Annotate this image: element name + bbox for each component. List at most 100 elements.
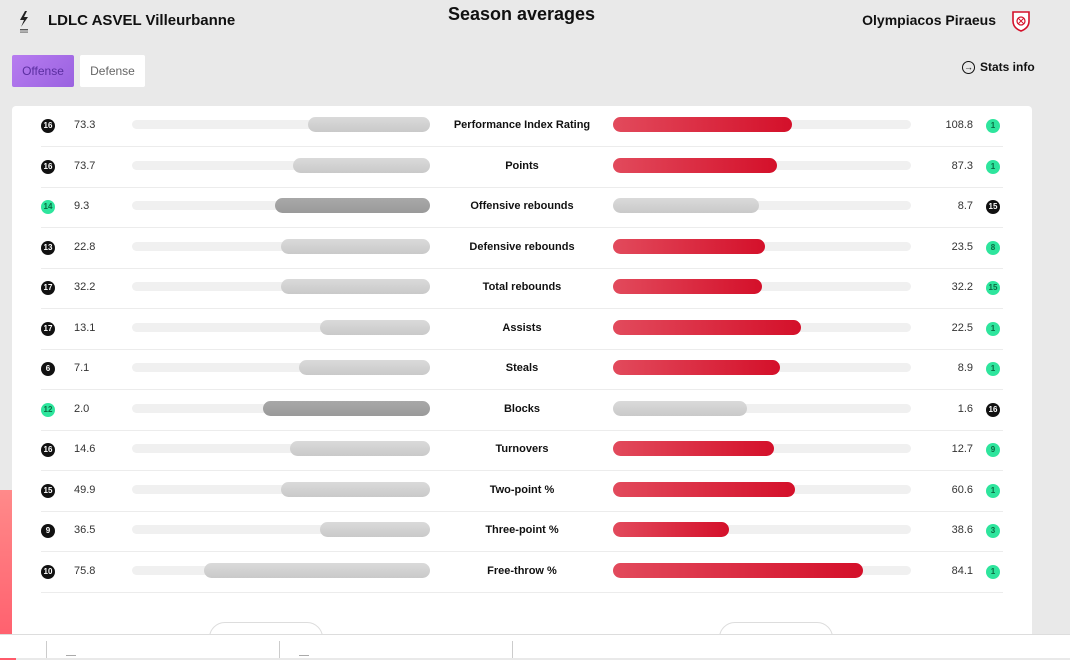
stat-label: Defensive rebounds	[469, 240, 575, 253]
stat-label: Blocks	[503, 402, 541, 415]
tab-defense[interactable]: Defense	[80, 55, 145, 87]
home-value: 9.3	[74, 200, 90, 212]
home-rank-badge: 16	[41, 159, 55, 174]
stat-label: Total rebounds	[482, 281, 562, 293]
home-bar-track	[132, 198, 430, 213]
away-bar-track	[613, 117, 911, 132]
away-bar	[613, 360, 780, 375]
page-title: Season averages	[447, 4, 596, 24]
home-rank-badge: 14	[41, 200, 55, 214]
away-value: 23.5	[951, 240, 973, 253]
home-rank-badge: 15	[41, 483, 55, 498]
away-bar-track	[613, 198, 911, 213]
home-rank-badge: 13	[41, 240, 55, 255]
home-bar	[319, 319, 430, 335]
away-rank-badge: 1	[986, 483, 1000, 498]
away-bar-track	[613, 400, 911, 416]
away-bar	[613, 238, 765, 254]
away-value: 108.8	[945, 119, 973, 131]
home-value: 7.1	[74, 362, 90, 374]
away-rank-badge: 1	[986, 362, 1000, 376]
stats-info-label: Stats info	[980, 60, 1035, 74]
away-bar	[613, 279, 762, 294]
home-bar	[263, 400, 430, 416]
away-rank-badge: 15	[986, 281, 1000, 295]
home-value: 2.0	[74, 402, 90, 415]
away-value: 60.6	[951, 483, 973, 496]
stat-label: Free-throw %	[487, 564, 557, 577]
home-rank-badge: 17	[41, 281, 55, 295]
away-rank-badge: 3	[986, 524, 1000, 538]
home-rank-badge: 16	[41, 443, 55, 457]
away-bar	[613, 198, 760, 213]
away-rank-badge: 1	[986, 119, 1000, 133]
stat-label: Two-point %	[489, 483, 555, 496]
stat-label: Turnovers	[495, 443, 549, 455]
stat-row: 17 32.2 Total rebounds 32.2 15	[41, 268, 1003, 309]
home-value: 36.5	[74, 524, 96, 536]
home-value: 75.8	[74, 564, 96, 577]
stat-label: Assists	[502, 321, 542, 334]
away-bar	[613, 319, 801, 335]
bottom-bar	[0, 634, 1070, 658]
away-rank-badge: 9	[986, 443, 1000, 457]
bottom-divider	[512, 641, 513, 658]
home-value: 22.8	[74, 240, 96, 253]
home-bar	[275, 198, 430, 213]
stat-label: Offensive rebounds	[470, 200, 574, 212]
stat-row: 12 2.0 Blocks 1.6 16	[41, 390, 1003, 431]
away-rank-badge: 8	[986, 240, 1000, 255]
document-icon	[66, 655, 76, 659]
away-value: 1.6	[957, 402, 973, 415]
away-bar	[613, 441, 774, 456]
home-rank-badge: 16	[41, 119, 55, 133]
home-bar	[298, 360, 430, 375]
away-bar-track	[613, 238, 911, 254]
arrow-right-circle-icon: →	[962, 60, 975, 74]
home-rank-badge: 17	[41, 321, 55, 336]
home-bar-track	[132, 238, 430, 254]
stat-row: 15 49.9 Two-point % 60.6 1	[41, 471, 1003, 512]
stat-row: 6 7.1 Steals 8.9 1	[41, 349, 1003, 390]
document-icon	[299, 655, 309, 659]
home-bar	[319, 522, 430, 537]
home-bar-track	[132, 562, 430, 578]
away-bar-track	[613, 441, 911, 456]
home-bar	[281, 238, 430, 254]
stats-info-link[interactable]: → Stats info	[962, 60, 1035, 74]
bottom-divider	[46, 641, 47, 658]
home-value: 13.1	[74, 321, 96, 334]
home-bar	[281, 279, 430, 294]
away-bar	[613, 522, 730, 537]
away-bar-track	[613, 319, 911, 335]
away-value: 8.9	[957, 362, 973, 374]
away-bar-track	[613, 157, 911, 173]
tab-offense[interactable]: Offense	[12, 55, 74, 87]
home-value: 32.2	[74, 281, 96, 293]
away-rank-badge: 1	[986, 159, 1000, 174]
home-value: 14.6	[74, 443, 96, 455]
away-bar	[613, 481, 795, 497]
stat-row: 9 36.5 Three-point % 38.6 3	[41, 511, 1003, 552]
stat-row: 13 22.8 Defensive rebounds 23.5 8	[41, 228, 1003, 269]
away-bar-track	[613, 360, 911, 375]
away-value: 84.1	[951, 564, 973, 577]
home-team-name: LDLC ASVEL Villeurbanne	[48, 12, 236, 29]
home-bar-track	[132, 360, 430, 375]
stats-comparison-card: 16 73.3 Performance Index Rating 108.8 1 16 73…	[12, 106, 1032, 646]
olympiacos-logo-icon	[1012, 11, 1030, 32]
away-value: 8.7	[957, 200, 973, 212]
away-bar	[613, 562, 864, 578]
stat-row: 16 14.6 Turnovers 12.7 9	[41, 430, 1003, 471]
away-bar-track	[613, 279, 911, 294]
stat-label: Steals	[505, 362, 539, 374]
stat-row: 14 9.3 Offensive rebounds 8.7 15	[41, 187, 1003, 228]
stat-label: Points	[505, 159, 539, 172]
away-value: 12.7	[951, 443, 973, 455]
home-bar-track	[132, 279, 430, 294]
stat-row: 16 73.3 Performance Index Rating 108.8 1	[41, 106, 1003, 147]
away-team-name: Olympiacos Piraeus	[862, 12, 996, 28]
home-bar	[289, 441, 430, 456]
home-value: 73.7	[74, 159, 96, 172]
away-bar-track	[613, 481, 911, 497]
